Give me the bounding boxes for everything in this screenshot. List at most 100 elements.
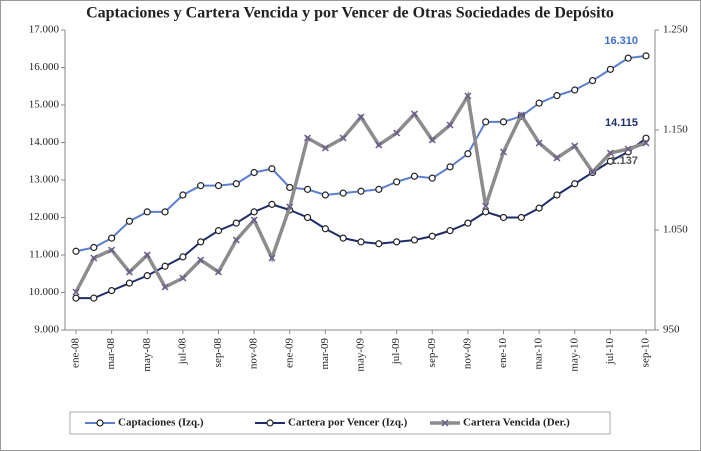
data-point xyxy=(589,168,597,176)
value-label: 1.137 xyxy=(610,155,638,167)
data-point xyxy=(553,191,561,199)
x-tick-label: ene-08 xyxy=(70,338,82,368)
data-point xyxy=(410,110,418,118)
data-point xyxy=(232,180,240,188)
data-point xyxy=(428,136,436,144)
data-point xyxy=(161,283,169,291)
data-point xyxy=(250,168,258,177)
data-point xyxy=(357,187,365,195)
y-tick-label: 10.000 xyxy=(29,286,60,298)
x-tick-label: sep-08 xyxy=(212,338,224,368)
data-point xyxy=(125,217,134,225)
data-point xyxy=(339,234,347,242)
data-point xyxy=(535,204,543,212)
data-point xyxy=(375,185,383,193)
data-point xyxy=(303,185,312,193)
data-point xyxy=(446,163,454,171)
data-point xyxy=(428,174,436,182)
data-point xyxy=(108,287,116,295)
data-point xyxy=(553,154,561,162)
data-point xyxy=(535,99,543,107)
data-point xyxy=(268,200,276,208)
data-point xyxy=(375,141,383,149)
data-point xyxy=(143,272,151,280)
y-tick-label: 17.000 xyxy=(29,24,60,36)
data-point xyxy=(214,227,223,235)
data-point xyxy=(143,208,151,216)
data-point xyxy=(108,234,116,242)
data-point xyxy=(72,294,80,302)
data-point xyxy=(321,225,329,233)
x-tick-label: may-08 xyxy=(141,338,153,372)
data-point xyxy=(375,240,383,248)
y-tick-label: 13.000 xyxy=(29,174,60,186)
data-point xyxy=(339,189,347,197)
data-point xyxy=(517,213,525,222)
data-point xyxy=(161,262,169,270)
data-point xyxy=(232,236,240,244)
data-point xyxy=(393,238,401,246)
data-point xyxy=(571,142,579,150)
data-point xyxy=(268,165,276,173)
legend-marker xyxy=(96,419,104,427)
data-point xyxy=(464,150,472,158)
data-point xyxy=(197,256,205,264)
x-tick-label: sep-09 xyxy=(426,338,438,368)
data-point xyxy=(588,77,597,85)
data-point xyxy=(90,254,98,262)
y2-tick-label: 950 xyxy=(663,324,680,336)
data-point xyxy=(571,180,579,188)
legend-label: Cartera Vencida (Der.) xyxy=(463,417,570,429)
legend-marker xyxy=(441,419,449,427)
x-tick-label: jul-09 xyxy=(390,338,402,366)
y-tick-label: 16.000 xyxy=(29,61,60,73)
data-point xyxy=(72,247,80,255)
legend-label: Captaciones (Izq.) xyxy=(118,417,204,429)
data-point xyxy=(482,118,490,126)
data-point xyxy=(482,202,490,210)
data-point xyxy=(357,238,365,246)
data-point xyxy=(197,238,205,246)
data-point xyxy=(464,219,472,227)
data-point xyxy=(393,129,401,137)
data-point xyxy=(179,274,187,282)
data-point xyxy=(553,92,561,100)
data-point xyxy=(108,246,116,254)
y-tick-label: 11.000 xyxy=(29,249,59,261)
data-point xyxy=(642,139,650,147)
x-tick-label: nov-08 xyxy=(248,338,260,370)
data-point xyxy=(606,149,614,157)
data-point xyxy=(446,121,454,129)
legend-box xyxy=(69,411,611,435)
data-point xyxy=(499,118,508,126)
data-point xyxy=(250,208,258,216)
data-point xyxy=(624,145,632,153)
y-tick-label: 12.000 xyxy=(29,211,60,223)
data-point xyxy=(642,52,650,60)
data-point xyxy=(214,182,223,190)
x-tick-label: mar-09 xyxy=(319,338,331,370)
data-point xyxy=(428,232,436,240)
x-tick-label: jul-10 xyxy=(604,338,616,366)
data-point xyxy=(125,279,134,287)
data-point xyxy=(250,216,258,224)
data-point xyxy=(606,157,614,165)
data-point xyxy=(214,268,223,276)
y2-tick-label: 1.150 xyxy=(663,124,688,136)
data-point xyxy=(446,227,454,235)
data-point xyxy=(499,213,508,222)
data-point xyxy=(321,144,329,152)
x-tick-label: nov-09 xyxy=(461,338,473,370)
data-point xyxy=(90,243,98,252)
data-point xyxy=(161,208,169,216)
x-tick-label: ene-10 xyxy=(497,338,509,368)
x-tick-label: mar-10 xyxy=(533,338,545,370)
x-tick-label: mar-08 xyxy=(105,338,117,370)
data-point xyxy=(72,288,80,296)
chart-title: Captaciones y Cartera Vencida y por Venc… xyxy=(86,5,614,22)
data-point xyxy=(482,208,490,216)
data-point xyxy=(624,54,632,62)
data-point xyxy=(464,92,472,100)
